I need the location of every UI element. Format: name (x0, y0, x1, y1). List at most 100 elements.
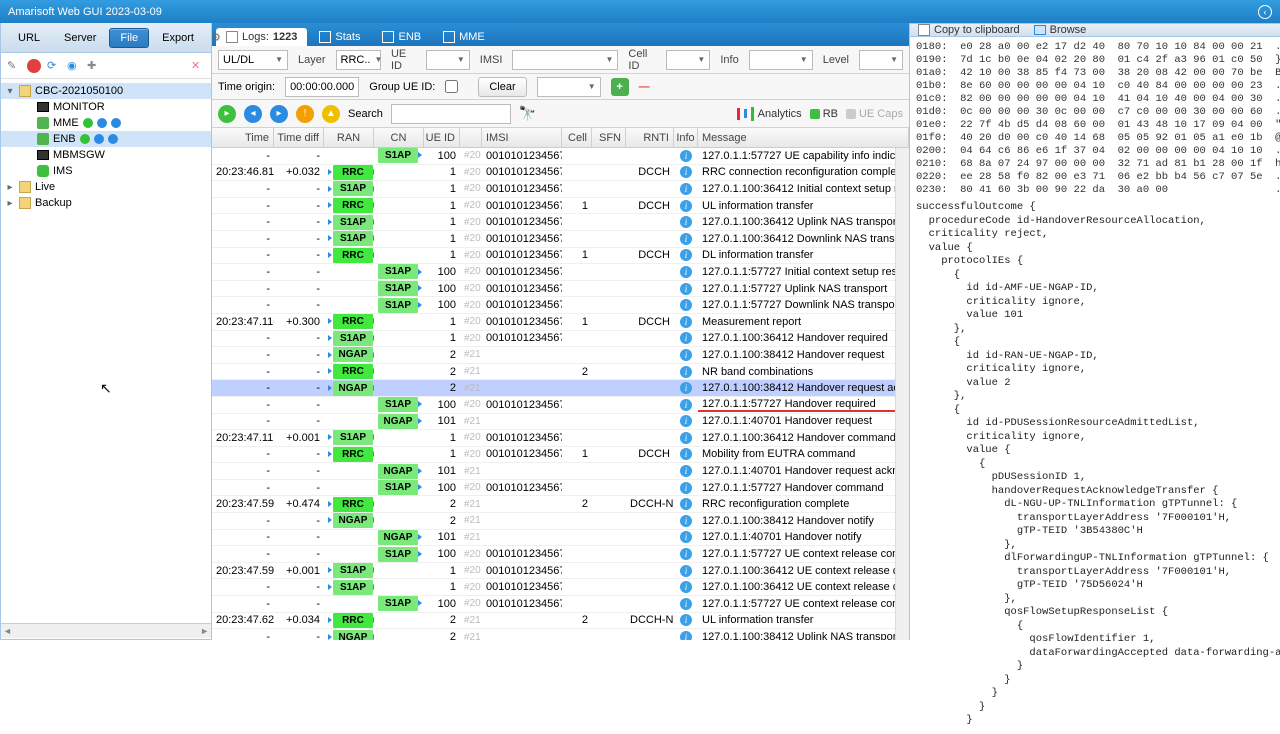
col-header[interactable]: Cell (562, 128, 592, 147)
tab-enb[interactable]: ENB (372, 28, 431, 46)
col-header[interactable]: IMSI (482, 128, 562, 147)
v-scrollbar[interactable] (895, 148, 909, 640)
tab-stats[interactable]: Stats (309, 28, 370, 46)
log-row[interactable]: 20:23:47.116+0.300RRC1#20001010123456789… (212, 314, 909, 331)
col-header[interactable]: SFN (592, 128, 626, 147)
tab-logs[interactable]: Logs:1223 (216, 28, 307, 46)
imsi-combo[interactable]: ▼ (512, 50, 618, 70)
log-row[interactable]: --S1AP100#20001010123456789i127.0.1.1:57… (212, 546, 909, 563)
clear-button[interactable]: Clear (478, 77, 526, 97)
go-live-icon[interactable]: ▸ (218, 105, 236, 123)
reload-icon[interactable]: ⟳ (47, 59, 61, 73)
prev-icon[interactable]: ◂ (244, 105, 262, 123)
tree-item[interactable]: MBMSGW (1, 147, 211, 163)
log-row[interactable]: 20:23:47.117+0.001S1AP1#2000101012345678… (212, 430, 909, 447)
next-icon[interactable]: ▸ (270, 105, 288, 123)
add-filter-icon[interactable]: + (611, 78, 629, 96)
log-row[interactable]: --RRC1#200010101234567891DCCHiUL informa… (212, 198, 909, 215)
left-tab-file[interactable]: File (109, 28, 149, 48)
flag-icon[interactable]: ▲ (322, 105, 340, 123)
filter-save-combo[interactable]: ▼ (537, 77, 601, 97)
left-pane: URLServerFile Export ⚙ ✎ ⟳ ◉ ✚ ✕ ▾CBC-20… (0, 23, 212, 640)
log-row[interactable]: --S1AP1#20001010123456789i127.0.1.100:36… (212, 231, 909, 248)
tree-item[interactable]: MONITOR (1, 99, 211, 115)
col-header[interactable]: RNTI (626, 128, 674, 147)
left-tab-server[interactable]: Server (53, 28, 107, 48)
layer-label: Layer (298, 54, 326, 66)
log-row[interactable]: --NGAP2#21i127.0.1.100:38412 Uplink NAS … (212, 629, 909, 640)
col-header[interactable]: Message (698, 128, 909, 147)
globe-icon[interactable]: ◉ (67, 59, 81, 73)
search-input[interactable] (391, 104, 511, 124)
log-row[interactable]: --S1AP100#20001010123456789i127.0.1.1:57… (212, 480, 909, 497)
log-row[interactable]: --RRC2#212iNR band combinations (212, 364, 909, 381)
tab-mme[interactable]: MME (433, 28, 495, 46)
stop-icon[interactable] (27, 59, 41, 73)
layer-combo[interactable]: RRC..▼ (336, 50, 381, 70)
wand-icon[interactable]: ✎ (7, 59, 21, 73)
log-row[interactable]: --S1AP1#20001010123456789i127.0.1.100:36… (212, 181, 909, 198)
time-origin-input[interactable]: 00:00:00.000 (285, 77, 359, 97)
h-scrollbar[interactable]: ◄► (1, 623, 211, 638)
info-combo[interactable]: ▼ (749, 50, 813, 70)
ueid-label: UE ID (391, 48, 416, 72)
uldl-combo[interactable]: UL/DL▼ (218, 50, 288, 70)
col-header[interactable]: UE ID (424, 128, 460, 147)
log-row[interactable]: --S1AP100#20001010123456789i127.0.1.1:57… (212, 264, 909, 281)
col-header[interactable] (460, 128, 482, 147)
log-grid: TimeTime diffRANCNUE ID IMSICellSFNRNTIIn… (212, 128, 909, 640)
log-row[interactable]: --S1AP1#20001010123456789i127.0.1.100:36… (212, 579, 909, 596)
analytics-button[interactable]: Analytics (737, 107, 802, 121)
close-icon[interactable]: ✕ (191, 59, 205, 73)
log-row[interactable]: 20:23:47.591+0.474RRC2#212DCCH-NRiRRC re… (212, 496, 909, 513)
col-header[interactable]: CN (374, 128, 424, 147)
col-header[interactable]: Time (212, 128, 274, 147)
cellid-combo[interactable]: ▼ (666, 50, 710, 70)
log-row[interactable]: --NGAP101#21i127.0.1.1:40701 Handover re… (212, 463, 909, 480)
gear-icon[interactable]: ⚙ (211, 31, 221, 44)
log-row[interactable]: --S1AP100#20001010123456789i127.0.1.1:57… (212, 397, 909, 414)
collapse-icon[interactable]: ‹ (1258, 5, 1272, 19)
cellid-label: Cell ID (628, 48, 656, 72)
group-ueid-checkbox[interactable] (445, 80, 458, 93)
log-row[interactable]: --NGAP101#21i127.0.1.1:40701 Handover re… (212, 414, 909, 431)
log-row[interactable]: --RRC1#200010101234567891DCCHiMobility f… (212, 447, 909, 464)
export-button[interactable]: Export (151, 28, 205, 48)
log-row[interactable]: --NGAP2#21i127.0.1.100:38412 Handover re… (212, 380, 909, 397)
left-tab-url[interactable]: URL (7, 28, 51, 48)
col-header[interactable]: Time diff (274, 128, 324, 147)
col-header[interactable]: RAN (324, 128, 374, 147)
log-row[interactable]: --NGAP2#21i127.0.1.100:38412 Handover re… (212, 347, 909, 364)
remove-filter-icon[interactable]: — (639, 81, 650, 93)
clear-icon[interactable]: ✚ (87, 59, 101, 73)
tree-item[interactable]: ▸Live (1, 179, 211, 195)
log-row[interactable]: --RRC1#200010101234567891DCCHiDL informa… (212, 248, 909, 265)
rb-button[interactable]: RB (810, 108, 838, 120)
copy-button[interactable]: Copy to clipboard (918, 24, 1020, 36)
browse-button[interactable]: Browse (1034, 24, 1087, 36)
log-row[interactable]: --NGAP2#21i127.0.1.100:38412 Handover no… (212, 513, 909, 530)
tree-item[interactable]: MME (1, 115, 211, 131)
group-ueid-label: Group UE ID: (369, 81, 435, 93)
ueid-combo[interactable]: ▼ (426, 50, 470, 70)
log-row[interactable]: --NGAP101#21i127.0.1.1:40701 Handover no… (212, 530, 909, 547)
tree-item[interactable]: ▾CBC-2021050100 (1, 83, 211, 99)
log-row[interactable]: --S1AP100#20001010123456789i127.0.1.1:57… (212, 297, 909, 314)
log-row[interactable]: --S1AP1#20001010123456789i127.0.1.100:36… (212, 214, 909, 231)
log-row[interactable]: 20:23:47.592+0.001S1AP1#2000101012345678… (212, 563, 909, 580)
warn-icon[interactable]: ! (296, 105, 314, 123)
log-row[interactable]: --S1AP100#20001010123456789i127.0.1.1:57… (212, 281, 909, 298)
level-combo[interactable]: ▼ (859, 50, 903, 70)
tree-item[interactable]: IMS (1, 163, 211, 179)
log-row[interactable]: 20:23:46.816+0.032RRC1#20001010123456789… (212, 165, 909, 182)
log-row[interactable]: --S1AP100#20001010123456789i127.0.1.1:57… (212, 148, 909, 165)
log-row[interactable]: --S1AP100#20001010123456789i127.0.1.1:57… (212, 596, 909, 613)
center-tabs: Logs:1223StatsENBMME (212, 23, 909, 46)
log-row[interactable]: --S1AP1#20001010123456789i127.0.1.100:36… (212, 331, 909, 348)
title-bar: Amarisoft Web GUI 2023-03-09 ‹ (0, 0, 1280, 23)
tree-item[interactable]: ENB (1, 131, 211, 147)
log-row[interactable]: 20:23:47.626+0.034RRC2#212DCCH-NRiUL inf… (212, 613, 909, 630)
tree-item[interactable]: ▸Backup (1, 195, 211, 211)
binoculars-icon[interactable]: 🔭 (519, 105, 536, 122)
col-header[interactable]: Info (674, 128, 698, 147)
